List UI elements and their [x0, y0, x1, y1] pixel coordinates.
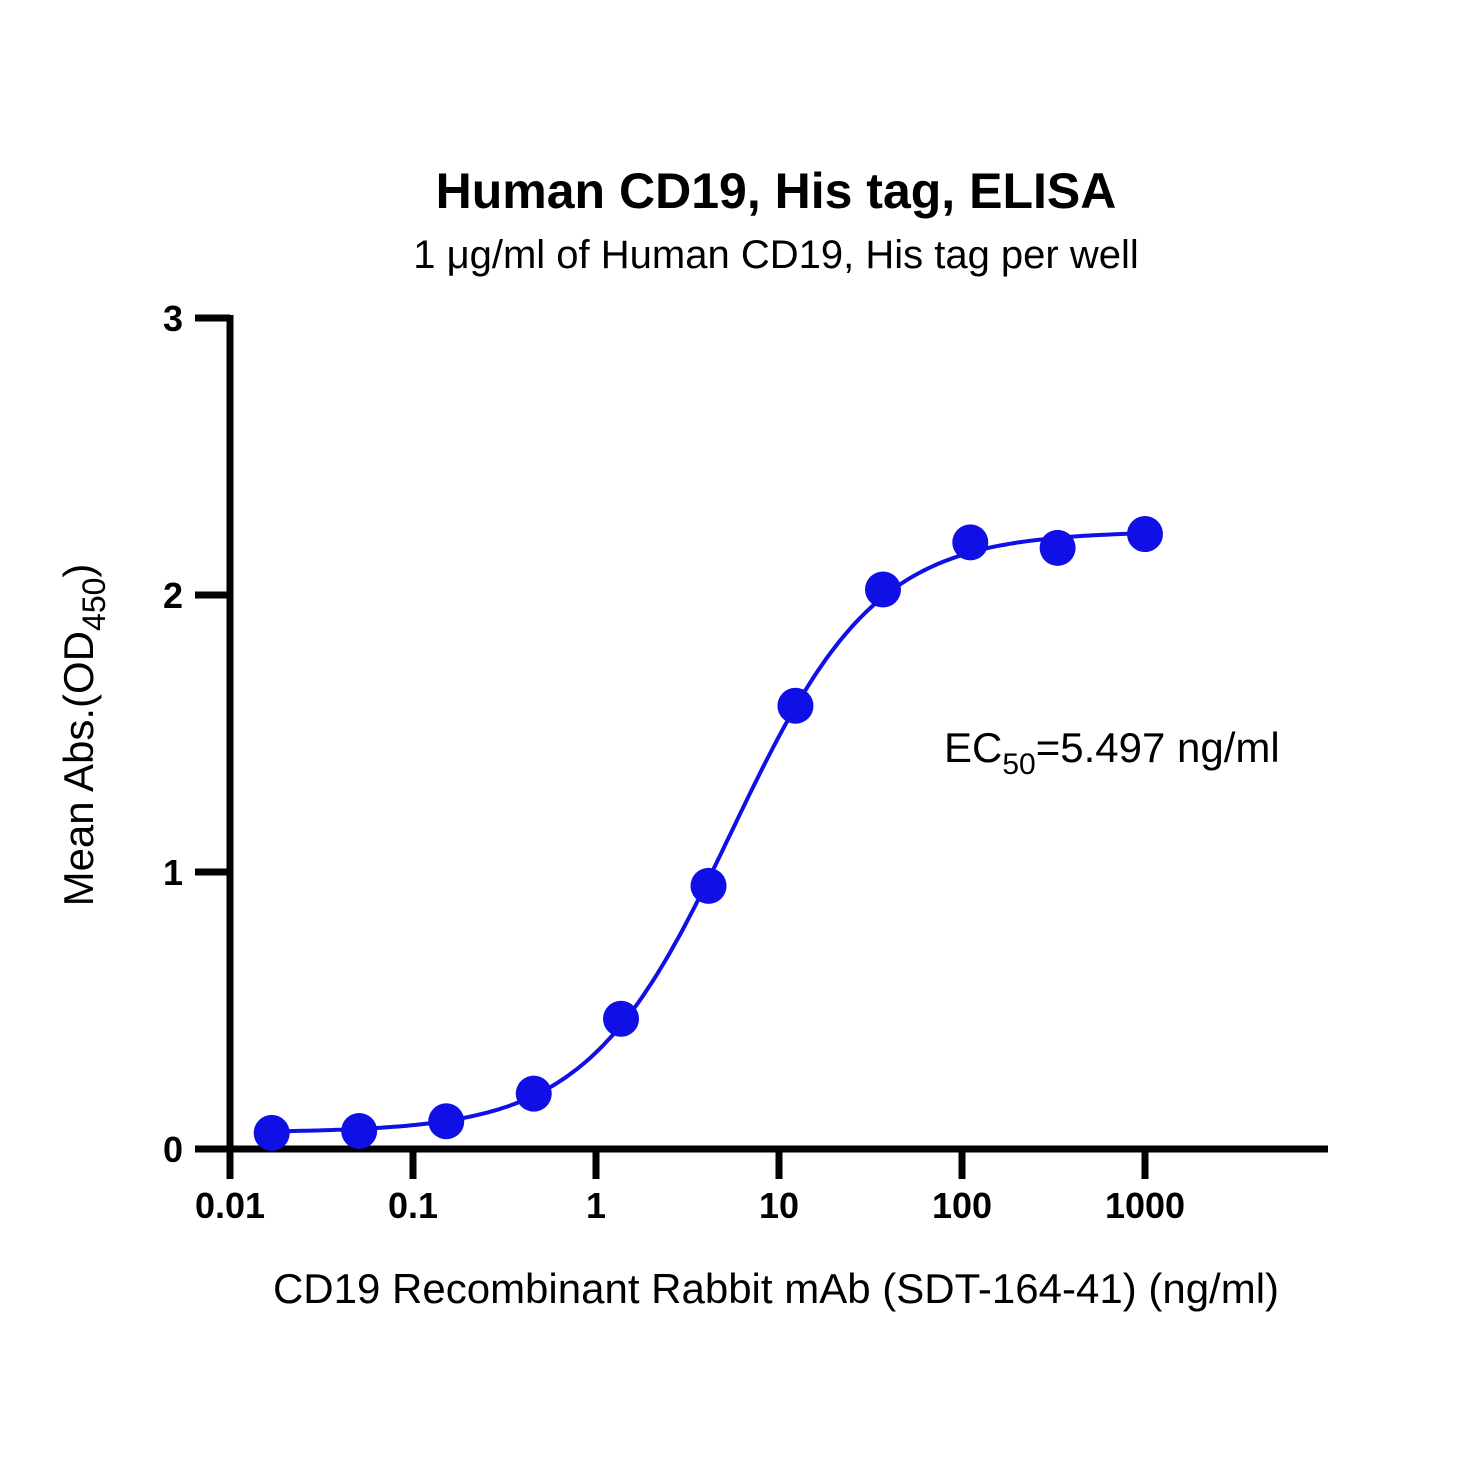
axes: 0 1 2 3 0.01 0.1 1 10 100 1000 [163, 298, 1328, 1226]
data-point [341, 1112, 378, 1149]
data-point [253, 1114, 290, 1151]
y-tick-label: 3 [163, 298, 183, 339]
x-tick-label: 1 [586, 1185, 606, 1226]
x-axis-label: CD19 Recombinant Rabbit mAb (SDT-164-41)… [273, 1265, 1279, 1312]
data-point [515, 1075, 552, 1112]
x-tick-label: 0.01 [195, 1185, 265, 1226]
chart-title: Human CD19, His tag, ELISA [436, 163, 1117, 219]
data-point [777, 687, 814, 724]
y-tick-label: 2 [163, 575, 183, 616]
y-tick-label: 0 [163, 1129, 183, 1170]
x-tick-label: 10 [759, 1185, 799, 1226]
data-point [952, 524, 989, 561]
data-point [1039, 529, 1076, 566]
fit-curve [271, 531, 1146, 1134]
x-tick-label: 0.1 [388, 1185, 438, 1226]
x-tick-label: 1000 [1105, 1185, 1185, 1226]
data-point [428, 1103, 465, 1140]
data-point [690, 867, 727, 904]
data-point [1127, 516, 1163, 553]
x-tick-label: 100 [932, 1185, 992, 1226]
data-points [253, 516, 1163, 1151]
data-point [603, 1000, 640, 1037]
y-tick-label: 1 [163, 852, 183, 893]
data-point [864, 571, 901, 608]
y-axis-label: Mean Abs.(OD450) [55, 564, 112, 907]
ec50-annotation: EC50=5.497 ng/ml [944, 724, 1280, 781]
chart-subtitle: 1 μg/ml of Human CD19, His tag per well [413, 233, 1139, 277]
